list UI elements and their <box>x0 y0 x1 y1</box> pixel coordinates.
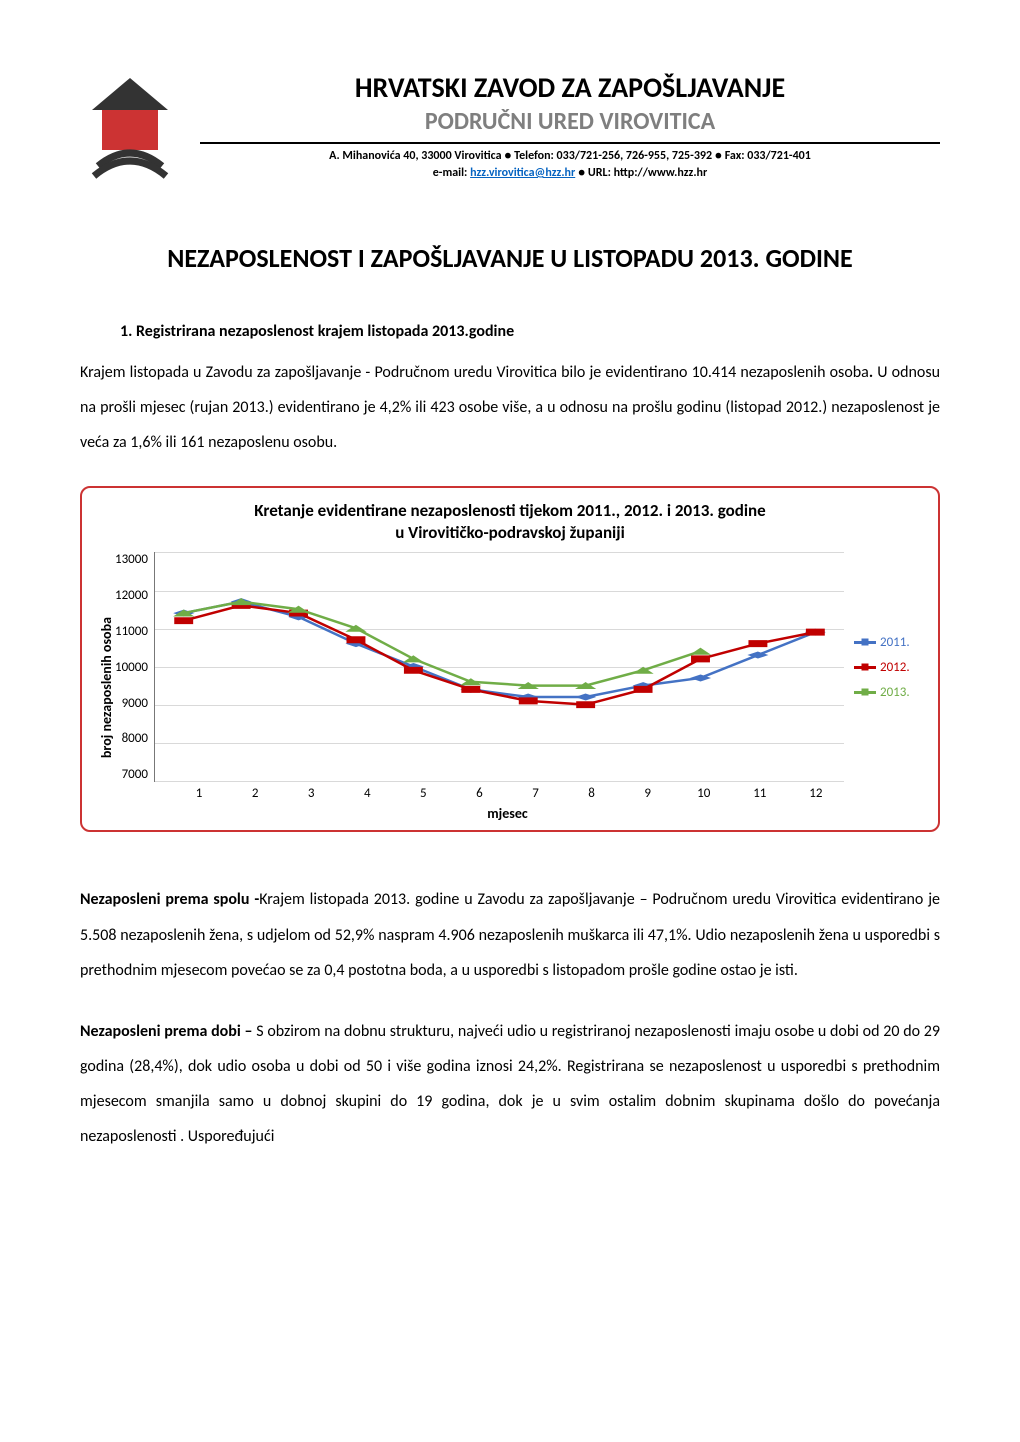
y-axis-label-wrap: broj nezaposlenih osoba <box>98 552 115 822</box>
chart-title: Kretanje evidentirane nezaposlenosti tij… <box>98 500 922 544</box>
org-subtitle: PODRUČNI URED VIROVITICA <box>200 107 940 136</box>
paragraph-1: Krajem listopada u Zavodu za zapošljavan… <box>80 355 940 461</box>
paragraph-2: Nezaposleni prema spolu -Krajem listopad… <box>80 882 940 988</box>
legend-item: 2013. <box>854 685 922 700</box>
paragraph-3: Nezaposleni prema dobi – S obzirom na do… <box>80 1014 940 1155</box>
contact-email-link[interactable]: hzz.virovitica@hzz.hr <box>470 166 575 180</box>
contact-email-label: e-mail: <box>433 166 470 180</box>
section-1-heading: 1. Registrirana nezaposlenost krajem lis… <box>120 322 940 341</box>
org-logo <box>80 70 180 180</box>
contact-line1: A. Mihanovića 40, 33000 Virovitica ● Tel… <box>329 149 811 163</box>
letterhead: HRVATSKI ZAVOD ZA ZAPOŠLJAVANJE PODRUČNI… <box>80 70 940 182</box>
x-axis-ticks: 123456789101112 <box>171 786 844 801</box>
legend-item: 2011. <box>854 635 922 650</box>
contact-url: ● URL: http://www.hzz.hr <box>575 166 707 180</box>
y-axis-ticks: 13000120001100010000900080007000 <box>115 552 154 782</box>
contact-block: A. Mihanovića 40, 33000 Virovitica ● Tel… <box>200 148 940 182</box>
chart-legend: 2011. 2012. 2013. <box>844 552 922 782</box>
y-axis-label: broj nezaposlenih osoba <box>98 617 115 758</box>
x-axis-label: mjesec <box>171 805 844 822</box>
legend-item: 2012. <box>854 660 922 675</box>
unemployment-chart: Kretanje evidentirane nezaposlenosti tij… <box>80 486 940 832</box>
chart-plot-area <box>154 552 844 782</box>
header-divider <box>200 142 940 144</box>
org-title: HRVATSKI ZAVOD ZA ZAPOŠLJAVANJE <box>200 70 940 105</box>
document-title: NEZAPOSLENOST I ZAPOŠLJAVANJE U LISTOPAD… <box>80 242 940 274</box>
